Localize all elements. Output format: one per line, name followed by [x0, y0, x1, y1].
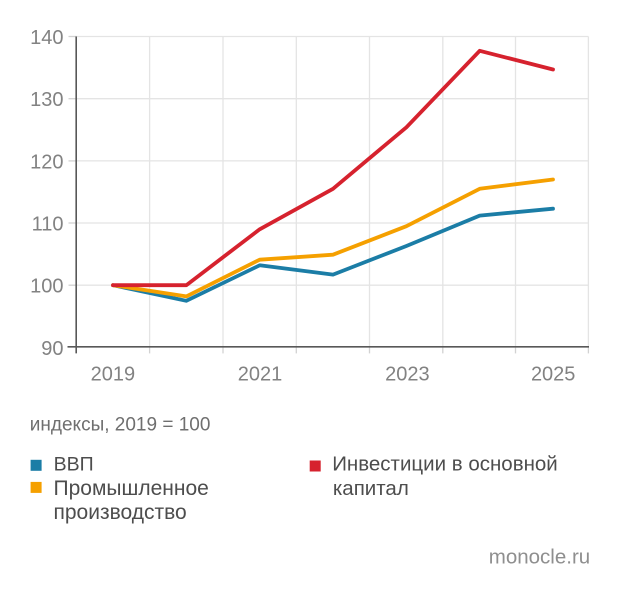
svg-text:капитал: капитал	[333, 477, 409, 500]
svg-text:индексы, 2019 = 100: индексы, 2019 = 100	[30, 414, 211, 435]
svg-text:ВВП: ВВП	[54, 453, 94, 475]
svg-text:110: 110	[32, 214, 64, 236]
svg-text:2019: 2019	[91, 363, 136, 385]
svg-text:monocle.ru: monocle.ru	[489, 546, 590, 569]
svg-text:120: 120	[30, 151, 63, 173]
svg-text:100: 100	[30, 276, 63, 298]
svg-text:90: 90	[41, 338, 63, 360]
svg-text:2021: 2021	[238, 363, 283, 385]
svg-text:Промышленное: Промышленное	[54, 477, 209, 500]
svg-text:производство: производство	[54, 501, 187, 524]
svg-text:140: 140	[30, 27, 63, 49]
svg-text:130: 130	[30, 89, 63, 111]
svg-text:2025: 2025	[531, 363, 576, 385]
svg-text:2023: 2023	[385, 363, 430, 385]
svg-text:Инвестиции в основной: Инвестиции в основной	[332, 452, 558, 475]
